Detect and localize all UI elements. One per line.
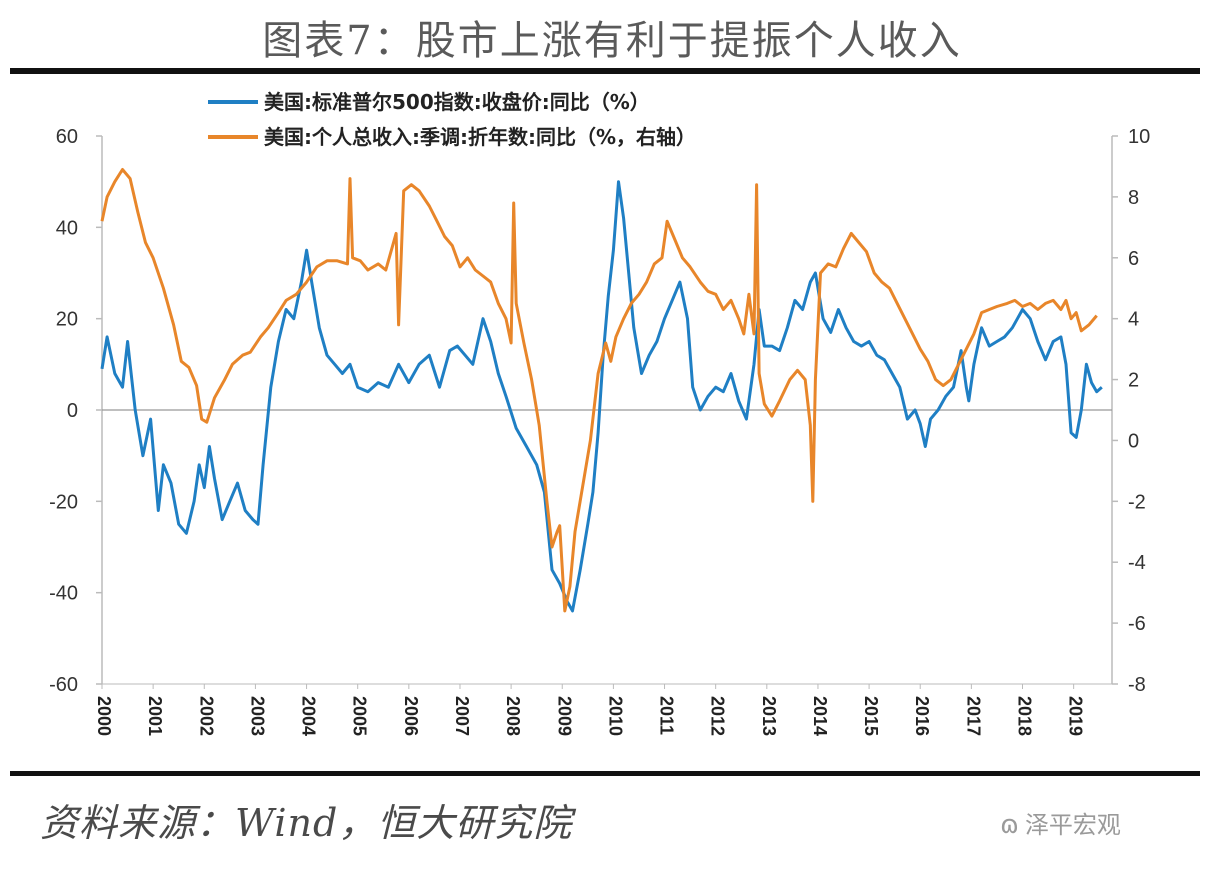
- x-tick-label: 2006: [401, 696, 421, 736]
- x-tick-label: 2009: [554, 696, 574, 736]
- x-tick-label: 2011: [657, 696, 677, 735]
- right-tick-label: 6: [1128, 248, 1139, 270]
- legend-label-sp500: 美国:标准普尔500指数:收盘价:同比（%）: [264, 90, 650, 114]
- x-tick-label: 2015: [861, 696, 881, 736]
- x-tick-label: 2016: [912, 696, 932, 736]
- source-note: 资料来源：Wind，恒大研究院: [40, 801, 573, 845]
- chart-title: 图表7：股市上涨有利于提振个人收入: [262, 18, 962, 64]
- x-tick-label: 2004: [299, 696, 319, 736]
- left-tick-label: 60: [56, 126, 78, 148]
- x-tick-label: 2002: [196, 696, 216, 736]
- watermark: ɷ 泽平宏观: [1000, 805, 1121, 840]
- watermark-text: 泽平宏观: [1024, 811, 1121, 839]
- right-tick-label: 10: [1128, 126, 1150, 148]
- right-tick-label: -8: [1128, 674, 1146, 696]
- left-tick-label: 40: [56, 217, 78, 239]
- x-tick-label: 2012: [708, 696, 728, 736]
- x-tick-label: 2019: [1066, 696, 1086, 736]
- x-tick-label: 2018: [1015, 696, 1035, 736]
- wechat-icon: ɷ: [1000, 810, 1019, 840]
- x-tick-label: 2003: [247, 696, 267, 736]
- legend-label-income: 美国:个人总收入:季调:折年数:同比（%，右轴）: [264, 125, 696, 149]
- right-tick-label: -6: [1128, 613, 1146, 635]
- x-tick-label: 2014: [810, 696, 830, 736]
- x-tick-label: 2017: [963, 696, 983, 736]
- right-tick-label: 8: [1128, 187, 1139, 209]
- top-rule: [10, 68, 1200, 74]
- right-tick-label: 4: [1128, 309, 1139, 331]
- left-tick-label: -20: [49, 491, 78, 513]
- bottom-rule: [10, 771, 1200, 776]
- left-tick-label: 20: [56, 309, 78, 331]
- x-tick-label: 2000: [94, 696, 114, 736]
- right-tick-label: 2: [1128, 370, 1139, 392]
- x-tick-label: 2005: [350, 696, 370, 736]
- x-tick-label: 2001: [145, 696, 165, 736]
- left-tick-label: -60: [49, 674, 78, 696]
- right-tick-label: 0: [1128, 430, 1139, 452]
- series-line-income: [100, 168, 1098, 613]
- x-tick-label: 2013: [759, 696, 779, 736]
- left-tick-label: -40: [49, 583, 78, 605]
- series-line-sp500: [100, 180, 1103, 613]
- right-tick-label: -2: [1128, 491, 1146, 513]
- x-tick-label: 2007: [452, 696, 472, 736]
- right-tick-label: -4: [1128, 552, 1146, 574]
- x-tick-label: 2010: [605, 696, 625, 736]
- left-tick-label: 0: [67, 400, 78, 422]
- x-tick-label: 2008: [503, 696, 523, 736]
